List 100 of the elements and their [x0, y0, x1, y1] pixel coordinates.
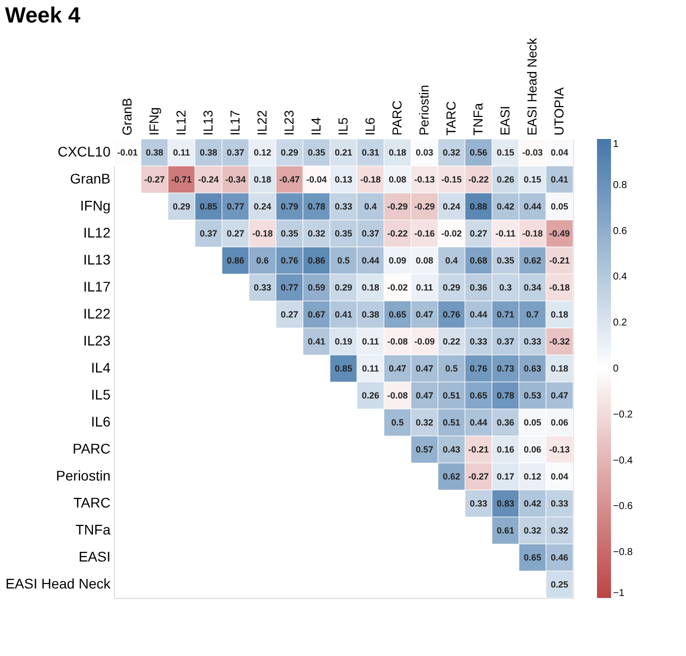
data-label: 0.77 — [226, 202, 244, 212]
x-tick-label: IL17 — [228, 110, 242, 136]
data-label: 0.51 — [442, 418, 460, 428]
y-tick-label: TARC — [73, 494, 110, 510]
data-label: -0.22 — [468, 174, 489, 184]
data-label: 0.38 — [200, 148, 218, 158]
data-label: 0.77 — [280, 282, 298, 292]
data-label: 0.88 — [470, 202, 488, 212]
data-label: -0.08 — [387, 336, 408, 346]
data-label: 0.43 — [442, 444, 460, 454]
data-label: 0.44 — [470, 418, 488, 428]
data-label: 0.63 — [524, 364, 542, 374]
x-tick-label: PARC — [390, 100, 404, 136]
data-label: 0.16 — [496, 444, 514, 454]
data-label: -0.21 — [468, 444, 489, 454]
data-label: 0.32 — [550, 526, 568, 536]
x-tick-label: EASI Head Neck — [524, 37, 540, 136]
data-label: 0.32 — [308, 228, 326, 238]
data-label: 0.06 — [550, 418, 568, 428]
y-tick-label: IL12 — [83, 224, 111, 240]
data-label: 0.47 — [416, 364, 434, 374]
y-tick-label: IL6 — [91, 414, 111, 430]
color-bar-label: 0.4 — [613, 272, 628, 283]
data-label: 0.85 — [334, 364, 352, 374]
y-tick-label: PARC — [72, 440, 110, 456]
y-tick-label: IL5 — [91, 386, 111, 402]
data-label: 0.35 — [334, 228, 352, 238]
data-label: 0.3 — [499, 282, 512, 292]
data-label: 0.32 — [442, 148, 460, 158]
x-tick-label: Periostin — [416, 84, 432, 136]
data-label: 0.62 — [524, 256, 542, 266]
data-label: 0.47 — [388, 364, 406, 374]
data-label: 0.36 — [496, 418, 514, 428]
data-label: 0.44 — [362, 256, 380, 266]
data-label: 0.67 — [308, 310, 326, 320]
data-label: 0.5 — [445, 364, 458, 374]
data-label: 0.86 — [226, 256, 244, 266]
data-label: 0.04 — [550, 148, 568, 158]
data-label: 0.19 — [334, 336, 352, 346]
data-label: 0.15 — [524, 174, 542, 184]
data-label: 0.33 — [550, 498, 568, 508]
data-label: 0.29 — [442, 282, 460, 292]
data-label: 0.62 — [442, 472, 460, 482]
y-tick-label: Periostin — [56, 468, 110, 484]
data-label: -0.08 — [387, 390, 408, 400]
data-label: 0.18 — [388, 148, 406, 158]
data-label: 0.33 — [524, 336, 542, 346]
data-label: -0.49 — [549, 228, 570, 238]
y-tick-label: IL22 — [83, 306, 111, 322]
data-label: 0.18 — [550, 310, 568, 320]
data-label: 0.08 — [416, 256, 434, 266]
x-tick-label: EASI — [498, 106, 512, 136]
data-label: 0.85 — [200, 202, 218, 212]
data-label: -0.15 — [441, 174, 462, 184]
x-tick-label: GranB — [120, 98, 134, 136]
data-label: 0.35 — [308, 148, 326, 158]
data-label: 0.24 — [442, 202, 460, 212]
data-label: 0.18 — [550, 364, 568, 374]
data-label: -0.24 — [198, 174, 219, 184]
data-label: 0.32 — [416, 418, 434, 428]
data-label: 0.11 — [362, 336, 380, 346]
data-label: 0.83 — [496, 498, 514, 508]
data-label: 0.65 — [388, 310, 406, 320]
data-label: 0.65 — [470, 390, 488, 400]
color-bar-label: 0.2 — [613, 318, 628, 329]
data-label: 0.11 — [416, 282, 434, 292]
y-tick-label: IL4 — [91, 360, 111, 376]
data-label: 0.78 — [308, 202, 326, 212]
data-label: 0.34 — [524, 282, 542, 292]
data-label: 0.33 — [470, 336, 488, 346]
data-label: 0.38 — [362, 310, 380, 320]
color-bar-label: −0.2 — [613, 409, 634, 420]
data-label: 0.38 — [146, 148, 164, 158]
x-tick-label: IL13 — [200, 110, 216, 136]
data-label: 0.47 — [416, 310, 434, 320]
data-label: 0.27 — [280, 310, 298, 320]
data-label: 0.79 — [280, 202, 298, 212]
data-label: 0.4 — [445, 256, 458, 266]
data-label: 0.5 — [391, 418, 404, 428]
y-tick-label: IFNg — [80, 198, 110, 214]
data-label: 0.71 — [496, 310, 514, 320]
data-label: 0.68 — [470, 256, 488, 266]
data-label: 0.44 — [524, 202, 542, 212]
data-label: 0.31 — [362, 148, 380, 158]
data-label: 0.12 — [524, 472, 542, 482]
chart-title: Week 4 — [4, 2, 82, 28]
data-label: 0.29 — [334, 282, 352, 292]
data-label: -0.18 — [360, 174, 381, 184]
data-label: -0.27 — [144, 174, 165, 184]
data-label: 0.37 — [362, 228, 380, 238]
data-label: 0.33 — [334, 202, 352, 212]
color-bar-label: −0.8 — [613, 547, 634, 558]
data-label: 0.21 — [334, 148, 352, 158]
data-label: 0.41 — [550, 174, 568, 184]
data-label: 0.76 — [470, 364, 488, 374]
data-label: 0.73 — [496, 364, 514, 374]
color-bar-label: −0.6 — [613, 501, 634, 512]
y-tick-label: GranB — [70, 170, 110, 186]
data-label: -0.11 — [495, 228, 516, 238]
data-label: 0.05 — [524, 418, 542, 428]
